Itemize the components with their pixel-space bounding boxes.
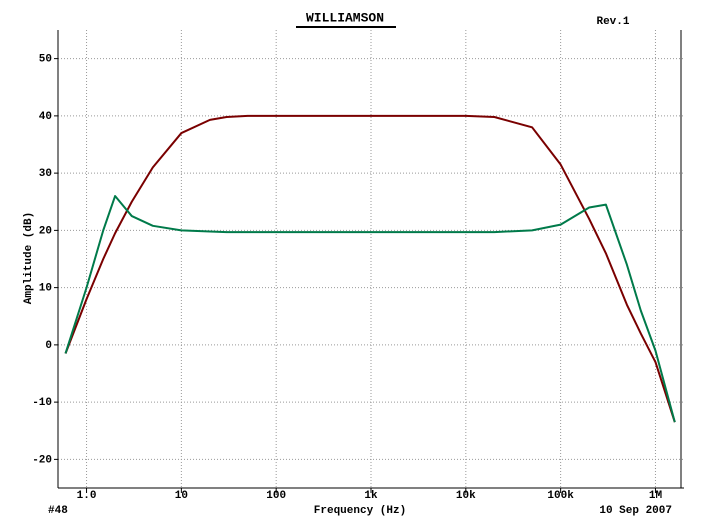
y-tick-label: 30 <box>39 168 52 180</box>
chart-title: WILLIAMSON <box>306 10 384 25</box>
x-tick-label: 1k <box>364 490 378 502</box>
series-line <box>64 195 676 423</box>
y-tick-label: -20 <box>32 454 52 466</box>
y-tick-label: 50 <box>39 54 52 66</box>
x-tick-label: 10k <box>456 490 476 502</box>
x-axis-label: Frequency (Hz) <box>314 505 406 517</box>
y-axis-label: Amplitude (dB) <box>23 212 35 304</box>
y-tick-label: 0 <box>45 340 52 352</box>
y-tick-label: 10 <box>39 283 52 295</box>
series-line <box>64 114 676 423</box>
y-tick-label: 40 <box>39 111 52 123</box>
annotation: 10 Sep 2007 <box>599 505 672 517</box>
x-tick-label: 1M <box>649 490 663 502</box>
x-tick-label: 10 <box>175 490 188 502</box>
x-tick-label: 1.0 <box>77 490 97 502</box>
x-tick-label: 100k <box>547 490 574 502</box>
y-tick-label: -10 <box>32 397 52 409</box>
y-tick-label: 20 <box>39 225 52 237</box>
x-tick-label: 100 <box>266 490 286 502</box>
annotation: #48 <box>48 505 68 517</box>
subtitle: Rev.1 <box>596 16 629 28</box>
